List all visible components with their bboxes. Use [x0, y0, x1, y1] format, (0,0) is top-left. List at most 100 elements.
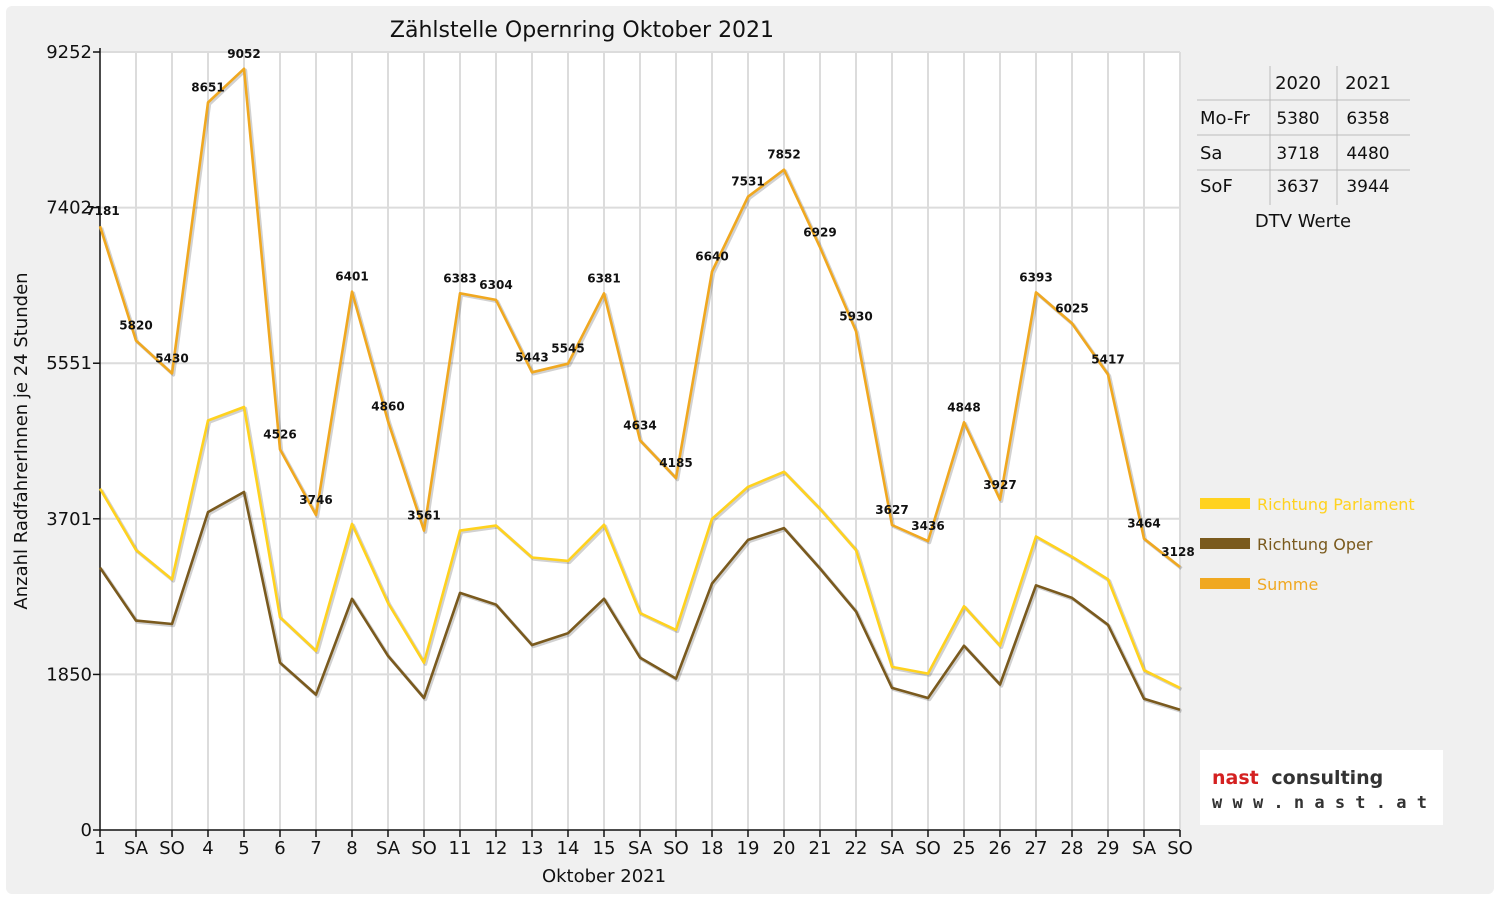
series-lines [98, 67, 1183, 713]
data-label: 4634 [623, 418, 656, 432]
dtv-table: 2020 2021 Mo-Fr 5380 6358 Sa 3718 4480 S… [1197, 66, 1410, 232]
table-header-2021: 2021 [1345, 73, 1391, 94]
legend-entry: Richtung Parlament [1257, 495, 1415, 514]
x-tick-label: SO [915, 838, 941, 859]
data-label: 4848 [947, 400, 980, 414]
data-label: 6393 [1019, 270, 1052, 284]
legend-swatch [1200, 538, 1250, 549]
logo-text: nast consulting [1212, 767, 1383, 789]
x-tick-label: 19 [737, 838, 760, 859]
x-tick-label: 20 [773, 838, 796, 859]
x-tick-label: 22 [845, 838, 868, 859]
data-label: 3927 [983, 478, 1016, 492]
x-tick-label: 21 [809, 838, 832, 859]
x-tick-label: 11 [449, 838, 472, 859]
data-label: 4860 [371, 399, 404, 413]
chart-title: Zählstelle Opernring Oktober 2021 [390, 18, 774, 43]
x-axis-ticks: 1 SA SO 4 5 6 7 8 SA SO 11 12 13 14 15 SA SO 18 19 20 21 22 SA… [94, 830, 1193, 859]
data-label: 3627 [875, 503, 908, 517]
table-cell: 5380 [1276, 109, 1319, 129]
x-tick-label: SA [880, 838, 905, 859]
y-tick-label: 1850 [46, 664, 92, 685]
logo-box [1200, 750, 1443, 825]
x-tick-label: 14 [557, 838, 580, 859]
x-tick-label: SO [663, 838, 689, 859]
legend-swatch [1200, 578, 1250, 589]
data-label: 5820 [119, 319, 152, 333]
legend-swatch [1200, 498, 1250, 509]
data-label: 3561 [407, 509, 440, 523]
data-label: 6383 [443, 271, 476, 285]
data-label: 9052 [227, 47, 260, 61]
table-caption: DTV Werte [1255, 211, 1351, 232]
y-tick-label: 3701 [46, 509, 92, 530]
data-label: 3746 [299, 493, 332, 507]
series-line-richtung-parlament [98, 405, 1181, 690]
x-tick-label: 28 [1061, 838, 1084, 859]
table-cell: 3718 [1276, 144, 1319, 164]
data-label: 3436 [911, 519, 944, 533]
x-tick-label: 29 [1097, 838, 1120, 859]
x-tick-label: SO [1167, 838, 1193, 859]
grid [100, 51, 1181, 830]
data-label: 5417 [1091, 352, 1124, 366]
data-labels: 7181 5820 5430 8651 9052 4526 3746 6401 4860 3561… [86, 47, 1194, 559]
x-tick-label: 6 [274, 838, 285, 859]
table-row-label: SoF [1200, 176, 1233, 197]
data-label: 6304 [479, 278, 512, 292]
y-tick-label: 7402 [46, 198, 92, 219]
legend: Richtung Parlament Richtung Oper Summe [1200, 495, 1415, 594]
data-label: 5545 [551, 342, 584, 356]
data-label: 4526 [263, 427, 296, 441]
data-label: 7181 [86, 204, 119, 218]
x-tick-label: SA [124, 838, 149, 859]
x-tick-label: SO [411, 838, 437, 859]
table-row-label: Sa [1200, 143, 1222, 164]
x-tick-label: 27 [1025, 838, 1048, 859]
table-cell: 3944 [1346, 177, 1389, 197]
data-label: 6381 [587, 271, 620, 285]
x-tick-label: 8 [346, 838, 357, 859]
data-label: 6025 [1055, 301, 1088, 315]
table-cell: 6358 [1346, 109, 1389, 129]
data-label: 7531 [731, 175, 764, 189]
y-axis-label: Anzahl RadfahrerInnen je 24 Stunden [11, 272, 32, 609]
data-label: 3128 [1161, 545, 1194, 559]
x-tick-label: SA [376, 838, 401, 859]
x-tick-label: SA [1132, 838, 1157, 859]
x-tick-label: 4 [202, 838, 213, 859]
data-label: 5443 [515, 350, 548, 364]
x-tick-label: 5 [238, 838, 249, 859]
logo: nast consulting w w w . n a s t . a t [1200, 750, 1443, 825]
data-label: 6640 [695, 250, 728, 264]
data-label: 5430 [155, 351, 188, 365]
series-line-summe [98, 67, 1181, 569]
logo-consulting: consulting [1271, 767, 1383, 789]
y-axis-ticks: 0 1850 3701 5551 7402 9252 [46, 42, 100, 841]
x-tick-label: 12 [485, 838, 508, 859]
data-label: 7852 [767, 148, 800, 162]
x-axis-label: Oktober 2021 [542, 866, 666, 887]
table-cell: 3637 [1276, 177, 1319, 197]
series-line-richtung-oper [98, 490, 1181, 712]
legend-entry: Richtung Oper [1257, 535, 1373, 554]
data-label: 5930 [839, 309, 872, 323]
table-header-2020: 2020 [1275, 73, 1321, 94]
y-tick-label: 0 [81, 820, 92, 841]
x-tick-label: 26 [989, 838, 1012, 859]
data-label: 6401 [335, 270, 368, 284]
x-tick-label: 15 [593, 838, 616, 859]
y-tick-label: 5551 [46, 353, 92, 374]
logo-url: w w w . n a s t . a t [1212, 793, 1427, 813]
data-label: 3464 [1127, 517, 1160, 531]
x-tick-label: 1 [94, 838, 105, 859]
data-label: 8651 [191, 81, 224, 95]
x-tick-label: SO [159, 838, 185, 859]
x-tick-label: 25 [953, 838, 976, 859]
x-tick-label: 18 [701, 838, 724, 859]
x-tick-label: SA [628, 838, 653, 859]
table-cell: 4480 [1346, 144, 1389, 164]
table-row-label: Mo-Fr [1200, 108, 1250, 129]
x-tick-label: 13 [521, 838, 544, 859]
